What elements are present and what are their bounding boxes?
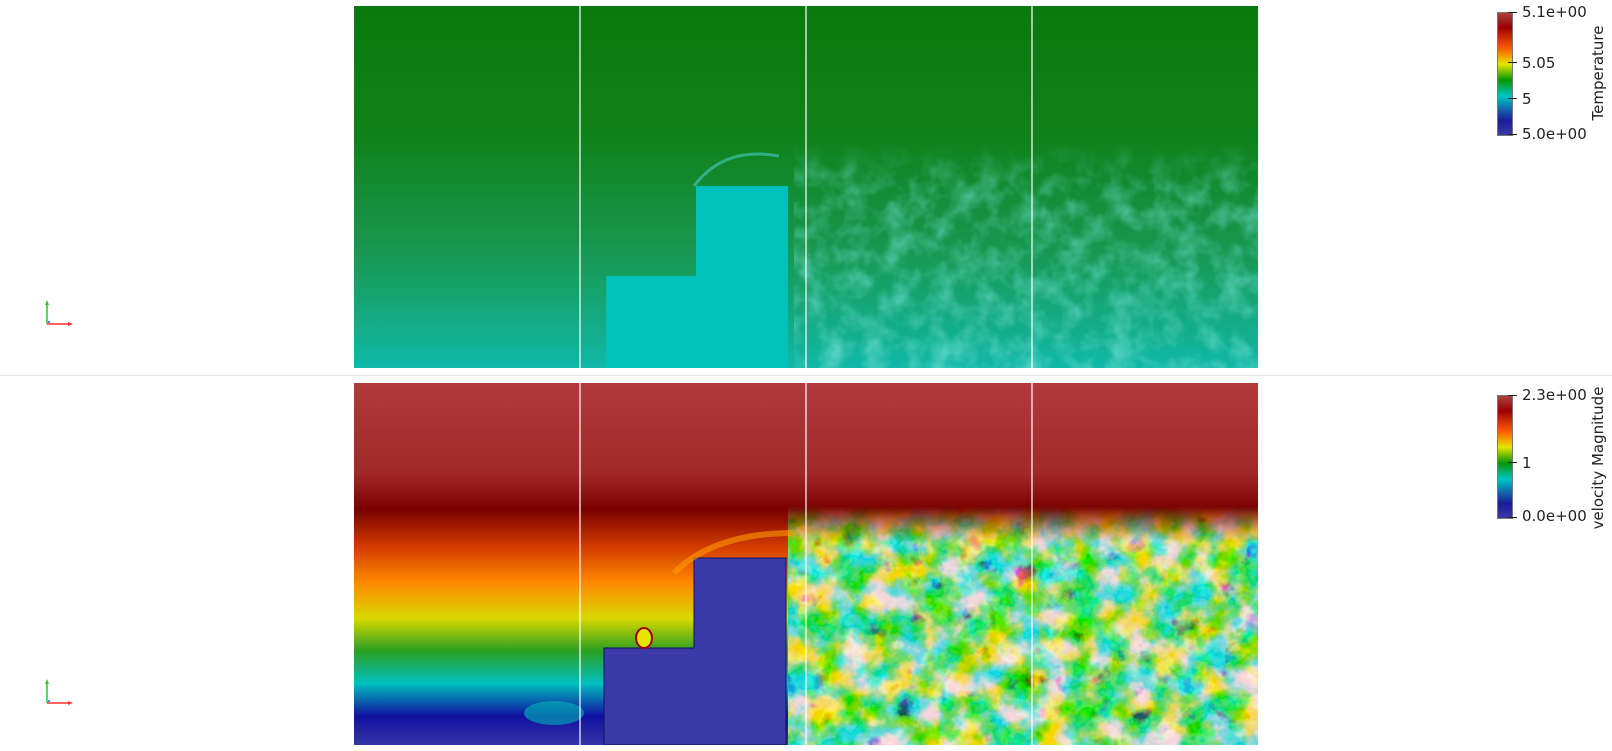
colorbar-title: velocity Magnitude — [1589, 386, 1607, 530]
velocity-render-view[interactable]: 2.3e+00 1 0.0e+00 velocity Magnitude — [0, 376, 1612, 751]
turbulent-wake — [794, 6, 1258, 368]
colorbar-min-label: 0.0e+00 — [1522, 507, 1587, 525]
velocity-colorbar — [1497, 395, 1513, 519]
colorbar-title: Temperature — [1589, 25, 1607, 121]
view-separator[interactable] — [0, 375, 1612, 376]
temperature-field[interactable] — [354, 6, 1258, 368]
colorbar-tick-label: 5 — [1522, 90, 1532, 108]
temperature-colorbar — [1497, 12, 1513, 136]
velocity-field[interactable] — [354, 383, 1258, 745]
colorbar-tick-label: 5.05 — [1522, 54, 1556, 72]
turbulent-wake — [788, 383, 1258, 745]
colorbar-tick-label: 1 — [1522, 454, 1532, 472]
colorbar-min-label: 5.0e+00 — [1522, 125, 1587, 143]
colorbar-max-label: 2.3e+00 — [1522, 386, 1587, 404]
colorbar-max-label: 5.1e+00 — [1522, 3, 1587, 21]
orientation-axes-widget — [44, 679, 78, 713]
step-obstacle — [606, 186, 788, 368]
temperature-render-view[interactable]: 5.1e+00 5.05 5 5.0e+00 Temperature — [0, 0, 1612, 375]
orientation-axes-widget — [44, 300, 78, 334]
